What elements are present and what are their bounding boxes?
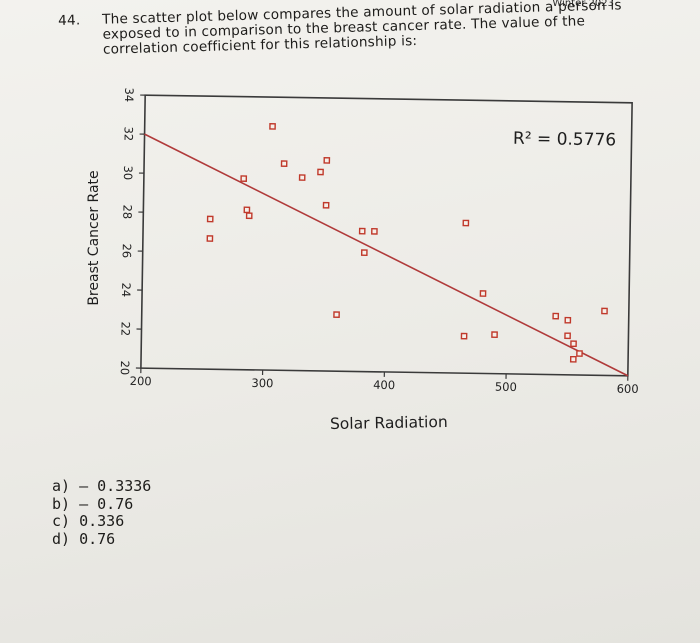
data-point	[206, 215, 214, 223]
data-point	[576, 350, 583, 357]
y-tick-label: 34	[122, 87, 136, 102]
data-point	[564, 332, 571, 340]
data-point	[317, 168, 324, 176]
y-tick-label: 22	[118, 321, 132, 336]
data-point	[206, 235, 214, 242]
data-point	[491, 331, 498, 339]
data-point	[601, 307, 608, 315]
x-axis-label: Solar Radiation	[329, 412, 448, 434]
x-tick-label: 200	[130, 374, 152, 388]
y-tick-label: 26	[120, 243, 134, 258]
data-point	[569, 355, 577, 363]
answer-choices: a) – 0.3336 b) – 0.76 c) 0.336 d) 0.76	[52, 477, 152, 548]
data-point	[333, 311, 340, 318]
x-tick-label: 300	[251, 376, 273, 390]
y-tick-label: 30	[121, 165, 135, 180]
y-tick-label: 24	[119, 282, 133, 297]
x-tick-label: 600	[617, 382, 639, 396]
r-squared-annotation: R² = 0.5776	[513, 129, 616, 151]
data-point	[570, 340, 577, 348]
data-point	[269, 123, 276, 130]
y-axis-label: Breast Cancer Rate	[86, 170, 102, 306]
y-tick-label: 28	[120, 204, 134, 219]
y-tick-label: 32	[121, 126, 135, 141]
x-tick-label: 400	[373, 378, 395, 392]
choice-b[interactable]: b) – 0.76	[52, 494, 134, 513]
choice-a[interactable]: a) – 0.3336	[52, 477, 152, 495]
y-tick-label: 20	[118, 360, 132, 375]
data-point	[360, 249, 368, 257]
data-point	[479, 290, 487, 297]
data-point	[552, 312, 560, 320]
data-point	[460, 332, 468, 340]
data-point	[322, 201, 330, 209]
data-point	[358, 227, 366, 235]
data-point	[243, 206, 251, 214]
data-point	[298, 174, 306, 181]
data-point	[323, 157, 331, 164]
data-point	[462, 219, 470, 227]
choice-c[interactable]: c) 0.336	[52, 512, 125, 530]
data-point	[245, 212, 253, 220]
x-tick-label: 500	[495, 380, 517, 394]
data-point	[371, 228, 378, 235]
data-point	[280, 160, 288, 167]
choice-d[interactable]: d) 0.76	[52, 529, 116, 548]
trend-line	[144, 133, 629, 377]
data-point	[240, 175, 248, 182]
data-point	[564, 316, 572, 324]
header-tag: Winter 2023	[552, 0, 614, 9]
